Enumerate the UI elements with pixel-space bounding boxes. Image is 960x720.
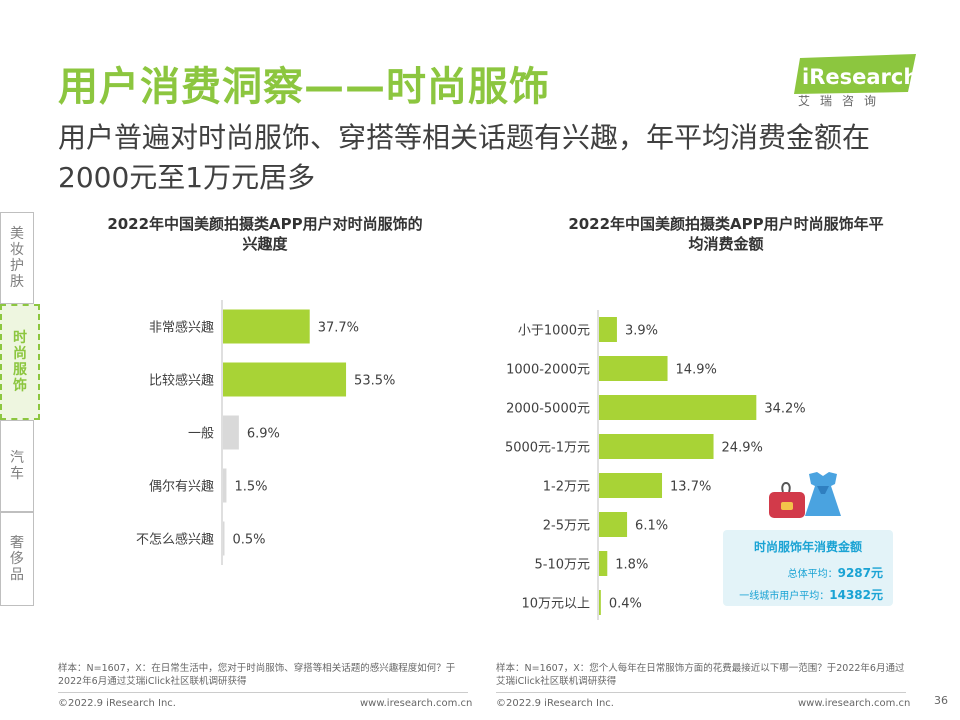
value-label: 13.7% [670,480,711,495]
category-label: 2000-5000元 [506,402,590,417]
spending-bar-chart: 小于1000元 3.9% 1000-2000元 14.9% 2000-5000元 34.2… [505,310,806,620]
bar [599,434,714,459]
bar [223,309,310,344]
spending-summary-box: 时尚服饰年消费金额 总体平均：9287元 一线城市用户平均：14382元 [723,530,893,606]
bar [223,362,347,397]
copyright-left: ©2022.9 iResearch Inc. [58,698,176,709]
bar [599,395,757,420]
footnote-right: 样本：N=1607，X：您个人每年在日常服饰方面的花费最接近以下哪一范围？于20… [496,663,905,687]
sidebar-tab-label: 美妆护肤 [10,226,24,290]
sidebar-tab-luxury[interactable]: 奢侈品 [0,512,34,606]
page-subtitle: 用户普遍对时尚服饰、穿搭等相关话题有兴趣，年平均消费金额在2000元至1万元居多 [58,121,871,194]
category-label: 偶尔有兴趣 [149,480,214,495]
copyright-right: ©2022.9 iResearch Inc. [496,698,614,709]
page-title: 用户消费洞察——时尚服饰 [58,64,550,110]
bar [223,415,239,450]
value-label: 24.9% [722,441,763,456]
logo-cn-text: 艾瑞咨询 [798,94,887,108]
footer-divider-right [496,692,906,693]
footnote-left: 样本：N=1607，X：在日常生活中，您对于时尚服饰、穿搭等相关话题的感兴趣程度… [58,663,456,687]
website-left: www.iresearch.com.cn [360,698,473,709]
category-label: 1-2万元 [543,480,590,495]
summary-tier1-average: 一线城市用户平均：14382元 [739,586,883,603]
tier1-average-value: 14382元 [829,588,883,602]
summary-overall-average: 总体平均：9287元 [788,564,883,581]
svg-text:iResearch: iResearch [802,65,918,89]
value-label: 0.5% [233,533,266,548]
sidebar-tab-label: 汽车 [10,450,24,482]
value-label: 3.9% [625,324,658,339]
sidebar-tab-label: 时尚服饰 [13,330,27,394]
category-label: 小于1000元 [518,324,590,339]
overall-average-label: 总体平均： [787,569,838,580]
value-label: 14.9% [676,363,717,378]
category-label: 1000-2000元 [506,363,590,378]
dress-bag-icon [769,472,841,518]
bar [599,473,663,498]
bar [223,521,225,556]
category-label: 一般 [188,426,214,442]
bar [599,512,628,537]
category-label: 比较感兴趣 [149,373,214,389]
summary-title: 时尚服饰年消费金额 [753,540,862,554]
value-label: 1.8% [615,558,648,573]
category-label: 5000元-1万元 [505,441,590,456]
category-label: 不怎么感兴趣 [136,532,214,548]
sidebar-tab-auto[interactable]: 汽车 [0,420,34,512]
value-label: 34.2% [764,402,805,417]
sidebar-tab-fashion[interactable]: 时尚服饰 [0,304,40,420]
category-label: 2-5万元 [543,519,590,534]
bar [599,356,668,381]
chart-2-title: 2022年中国美颜拍摄类APP用户时尚服饰年平均消费金额 [568,215,884,253]
value-label: 0.4% [609,597,642,612]
value-label: 53.5% [354,374,395,389]
iresearch-logo: iResearch [794,54,918,94]
value-label: 6.1% [635,519,668,534]
chart-1-title: 2022年中国美颜拍摄类APP用户对时尚服饰的兴趣度 [107,215,423,253]
bar [223,468,227,503]
overall-average-value: 9287元 [837,566,883,580]
website-right: www.iresearch.com.cn [798,698,911,709]
category-label: 非常感兴趣 [149,320,214,336]
sidebar-tab-beauty[interactable]: 美妆护肤 [0,212,34,304]
bar [599,551,608,576]
value-label: 6.9% [247,427,280,442]
category-label: 10万元以上 [521,597,590,612]
value-label: 37.7% [318,321,359,336]
bar [599,317,617,342]
bar [599,590,601,615]
value-label: 1.5% [234,480,267,495]
category-label: 5-10万元 [534,558,590,573]
tier1-average-label: 一线城市用户平均： [739,591,830,602]
sidebar-tab-label: 奢侈品 [10,535,24,583]
interest-bar-chart: 非常感兴趣 37.7% 比较感兴趣 53.5% 一般 6.9% 偶尔有兴趣 1.5% 不怎么感兴… [136,300,395,565]
footer-divider-left [58,692,468,693]
page-number: 36 [934,694,948,707]
